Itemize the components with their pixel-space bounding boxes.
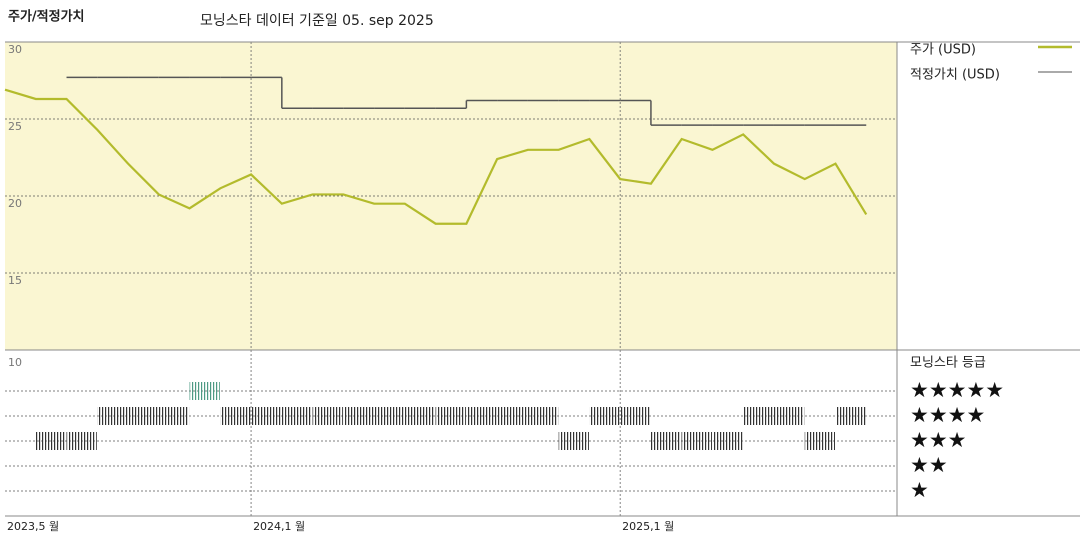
y-tick-label: 15 <box>8 274 22 287</box>
rating-label: ★★★ <box>910 428 966 452</box>
rating-bar <box>466 407 497 425</box>
x-tick-label: 2025,1 월 <box>622 520 674 533</box>
rating-bar <box>497 407 528 425</box>
rating-bar <box>189 382 220 400</box>
rating-bar <box>558 432 589 450</box>
rating-bar <box>97 407 128 425</box>
rating-bar <box>712 432 743 450</box>
rating-bar <box>374 407 405 425</box>
rating-bar <box>220 407 251 425</box>
x-tick-label: 2023,5 월 <box>7 520 59 533</box>
plot: 15 20 25 30 2023,5 월 2024,1 월 2025,1 월 <box>4 42 897 533</box>
legend-label: 주가 (USD) <box>910 43 976 58</box>
rating-label: ★ <box>910 478 929 502</box>
legend-label: 적정가치 (USD) <box>910 68 1000 83</box>
chart-title: 주가/적정가치 <box>8 9 85 25</box>
rating-title: 모닝스타 등급 <box>910 356 986 371</box>
rating-bar <box>620 407 651 425</box>
rating-label: ★★★★ <box>910 403 985 427</box>
rating-bar <box>435 407 466 425</box>
rating-bar <box>66 432 97 450</box>
rating-bar <box>35 432 67 450</box>
rating-bar <box>589 407 620 425</box>
rating-bar <box>128 407 159 425</box>
rating-bar <box>835 407 866 425</box>
rating-bar <box>681 432 712 450</box>
rating-bar <box>312 407 343 425</box>
rating-bar <box>404 407 436 425</box>
rating-bar <box>743 407 774 425</box>
rating-bar <box>251 407 282 425</box>
rating-bar <box>158 407 190 425</box>
rating-bar <box>650 432 682 450</box>
rating-bar <box>527 407 559 425</box>
rating-bar <box>804 432 835 450</box>
axis-label: 10 <box>8 356 22 369</box>
y-tick-label: 20 <box>8 197 22 210</box>
x-tick-label: 2024,1 월 <box>253 520 305 533</box>
chart-subtitle: 모닝스타 데이터 기준일 05. sep 2025 <box>200 13 434 29</box>
rating-bar <box>281 407 313 425</box>
price-line <box>4 88 868 225</box>
y-tick-label: 30 <box>8 43 22 56</box>
rating-label: ★★ <box>910 453 948 477</box>
rating-bar <box>773 407 805 425</box>
rating-label: ★★★★★ <box>910 378 1004 402</box>
rating-bar <box>343 407 374 425</box>
y-tick-label: 25 <box>8 120 22 133</box>
